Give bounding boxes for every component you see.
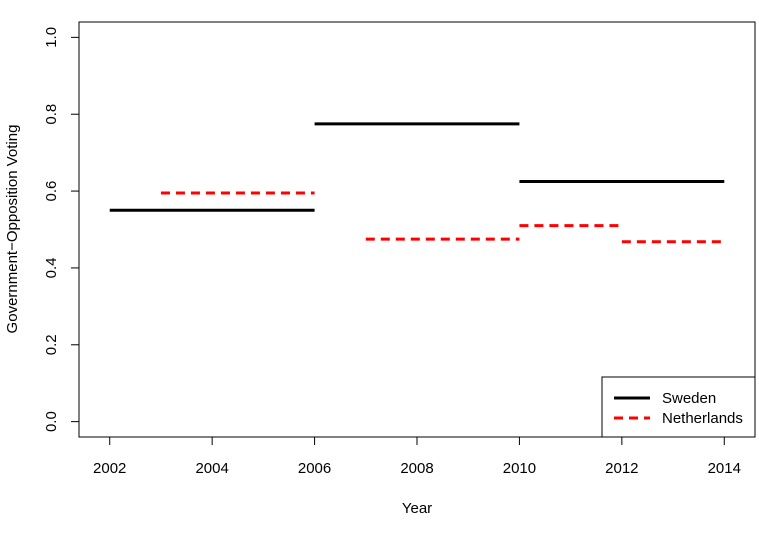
x-tick-label: 2012	[605, 460, 638, 477]
y-tick-label: 1.0	[43, 27, 60, 48]
x-tick-label: 2004	[195, 460, 228, 477]
legend: Sweden Netherlands	[601, 376, 756, 438]
plot-box	[78, 21, 756, 438]
series-sweden	[109, 122, 725, 212]
x-axis: 2002 2004 2006 2008 2010 2012 2014	[93, 436, 741, 477]
y-axis: 0.0 0.2 0.4 0.6 0.8 1.0	[43, 27, 80, 432]
y-tick-label: 0.2	[43, 334, 60, 355]
x-tick-label: 2006	[298, 460, 331, 477]
legend-label: Netherlands	[662, 410, 743, 427]
y-tick-label: 0.0	[43, 411, 60, 432]
x-axis-label: Year	[402, 500, 432, 517]
y-tick-label: 0.4	[43, 257, 60, 278]
x-tick-label: 2008	[400, 460, 433, 477]
x-tick-label: 2002	[93, 460, 126, 477]
series-netherlands	[160, 191, 725, 244]
y-tick-label: 0.6	[43, 181, 60, 202]
y-axis-label: Government−Opposition Voting	[4, 125, 21, 334]
legend-box	[601, 376, 756, 438]
y-tick-label: 0.8	[43, 104, 60, 125]
legend-label: Sweden	[662, 390, 716, 407]
x-tick-label: 2010	[503, 460, 536, 477]
series-layer	[109, 122, 725, 244]
x-tick-label: 2014	[708, 460, 741, 477]
